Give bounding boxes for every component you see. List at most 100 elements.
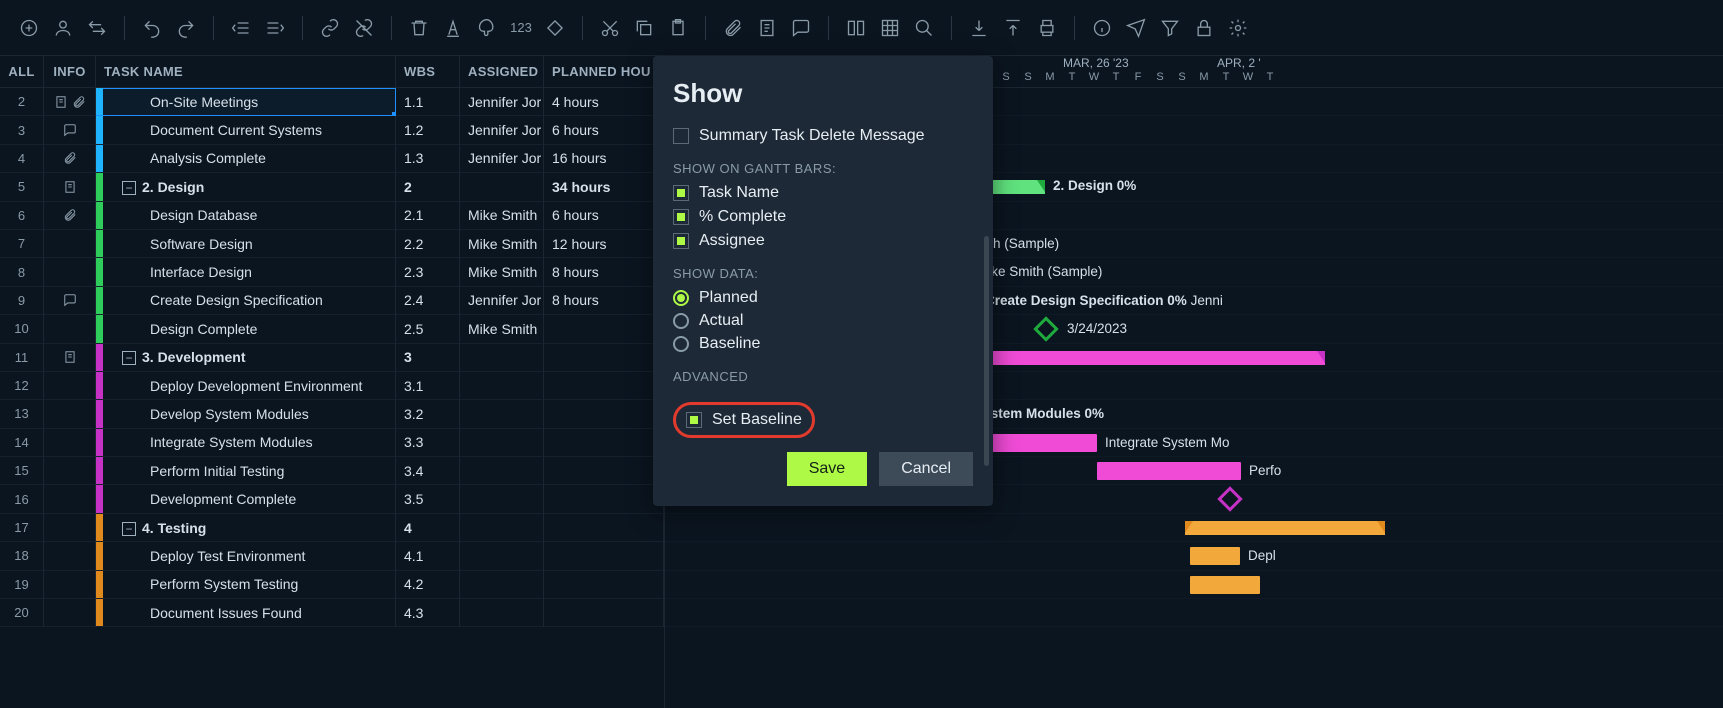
task-name-cell[interactable]: −4. Testing [96, 514, 396, 542]
send-icon[interactable] [1121, 13, 1151, 43]
attach-icon[interactable] [718, 13, 748, 43]
task-name-cell[interactable]: Perform Initial Testing [96, 457, 396, 485]
col-info[interactable]: INFO [44, 56, 96, 88]
planned-cell[interactable] [544, 457, 664, 485]
task-name-cell[interactable]: Create Design Specification [96, 287, 396, 315]
assigned-cell[interactable]: Jennifer Jor [460, 88, 544, 116]
planned-cell[interactable]: 34 hours [544, 173, 664, 201]
gantt-bar[interactable]: Depl [1190, 547, 1240, 565]
wbs-cell[interactable]: 1.2 [396, 116, 460, 144]
task-name-cell[interactable]: Design Complete [96, 315, 396, 343]
outdent-icon[interactable] [226, 13, 256, 43]
planned-cell[interactable]: 4 hours [544, 88, 664, 116]
assigned-cell[interactable] [460, 457, 544, 485]
row-info[interactable] [44, 485, 96, 513]
task-name-cell[interactable]: Deploy Development Environment [96, 372, 396, 400]
summary-delete-msg-checkbox[interactable]: Summary Task Delete Message [673, 127, 973, 145]
wbs-cell[interactable]: 2.3 [396, 258, 460, 286]
row-number[interactable]: 14 [0, 429, 44, 457]
planned-cell[interactable] [544, 542, 664, 570]
row-info[interactable] [44, 258, 96, 286]
taskname-checkbox[interactable]: Task Name [673, 184, 973, 202]
row-info[interactable] [44, 230, 96, 258]
row-info[interactable] [44, 429, 96, 457]
row-number[interactable]: 5 [0, 173, 44, 201]
assigned-cell[interactable]: Jennifer Jor [460, 287, 544, 315]
row-number[interactable]: 7 [0, 230, 44, 258]
actual-radio[interactable]: Actual [673, 312, 973, 330]
wbs-cell[interactable]: 3.4 [396, 457, 460, 485]
row-info[interactable] [44, 202, 96, 230]
undo-icon[interactable] [137, 13, 167, 43]
row-number[interactable]: 15 [0, 457, 44, 485]
row-number[interactable]: 19 [0, 571, 44, 599]
add-icon[interactable] [14, 13, 44, 43]
comment-icon[interactable] [786, 13, 816, 43]
row-info[interactable] [44, 571, 96, 599]
col-wbs[interactable]: WBS [396, 56, 460, 88]
row-info[interactable] [44, 88, 96, 116]
planned-cell[interactable] [544, 315, 664, 343]
assigned-cell[interactable] [460, 542, 544, 570]
indent-icon[interactable] [260, 13, 290, 43]
planned-cell[interactable] [544, 372, 664, 400]
assigned-cell[interactable] [460, 571, 544, 599]
task-name-cell[interactable]: On-Site Meetings [96, 88, 396, 116]
task-name-cell[interactable]: Design Database [96, 202, 396, 230]
wbs-cell[interactable]: 4 [396, 514, 460, 542]
col-all[interactable]: ALL [0, 56, 44, 88]
row-info[interactable] [44, 542, 96, 570]
row-number[interactable]: 2 [0, 88, 44, 116]
wbs-cell[interactable]: 2.5 [396, 315, 460, 343]
task-name-cell[interactable]: Software Design [96, 230, 396, 258]
assigned-cell[interactable]: Jennifer Jor [460, 145, 544, 173]
planned-cell[interactable] [544, 344, 664, 372]
task-name-cell[interactable]: Perform System Testing [96, 571, 396, 599]
wbs-cell[interactable]: 2 [396, 173, 460, 201]
planned-cell[interactable]: 16 hours [544, 145, 664, 173]
assigned-cell[interactable]: Mike Smith [460, 230, 544, 258]
wbs-cell[interactable]: 3.5 [396, 485, 460, 513]
task-name-cell[interactable]: −2. Design [96, 173, 396, 201]
row-number[interactable]: 9 [0, 287, 44, 315]
row-info[interactable] [44, 372, 96, 400]
task-name-cell[interactable]: Analysis Complete [96, 145, 396, 173]
wbs-cell[interactable]: 1.3 [396, 145, 460, 173]
row-info[interactable] [44, 344, 96, 372]
wbs-cell[interactable]: 2.4 [396, 287, 460, 315]
row-number[interactable]: 17 [0, 514, 44, 542]
download-icon[interactable] [964, 13, 994, 43]
user-icon[interactable] [48, 13, 78, 43]
copy-icon[interactable] [629, 13, 659, 43]
cancel-button[interactable]: Cancel [879, 452, 973, 486]
wbs-cell[interactable]: 3.3 [396, 429, 460, 457]
planned-cell[interactable]: 6 hours [544, 116, 664, 144]
assigned-cell[interactable]: Mike Smith [460, 315, 544, 343]
assignee-checkbox[interactable]: Assignee [673, 232, 973, 250]
text-style-icon[interactable] [438, 13, 468, 43]
row-info[interactable] [44, 599, 96, 627]
planned-cell[interactable]: 8 hours [544, 258, 664, 286]
assigned-cell[interactable] [460, 372, 544, 400]
grid-icon[interactable] [875, 13, 905, 43]
planned-cell[interactable]: 6 hours [544, 202, 664, 230]
paste-icon[interactable] [663, 13, 693, 43]
assigned-cell[interactable] [460, 599, 544, 627]
assigned-cell[interactable]: Mike Smith [460, 258, 544, 286]
info-icon[interactable] [1087, 13, 1117, 43]
row-info[interactable] [44, 457, 96, 485]
task-name-cell[interactable]: −3. Development [96, 344, 396, 372]
row-info[interactable] [44, 400, 96, 428]
planned-cell[interactable] [544, 599, 664, 627]
row-info[interactable] [44, 145, 96, 173]
row-info[interactable] [44, 287, 96, 315]
row-info[interactable] [44, 116, 96, 144]
paint-icon[interactable] [472, 13, 502, 43]
upload-icon[interactable] [998, 13, 1028, 43]
print-icon[interactable] [1032, 13, 1062, 43]
col-task[interactable]: TASK NAME [96, 56, 396, 88]
wbs-cell[interactable]: 1.1 [396, 88, 460, 116]
row-number[interactable]: 12 [0, 372, 44, 400]
numbers-icon[interactable]: 123 [506, 13, 536, 43]
assigned-cell[interactable]: Mike Smith [460, 202, 544, 230]
